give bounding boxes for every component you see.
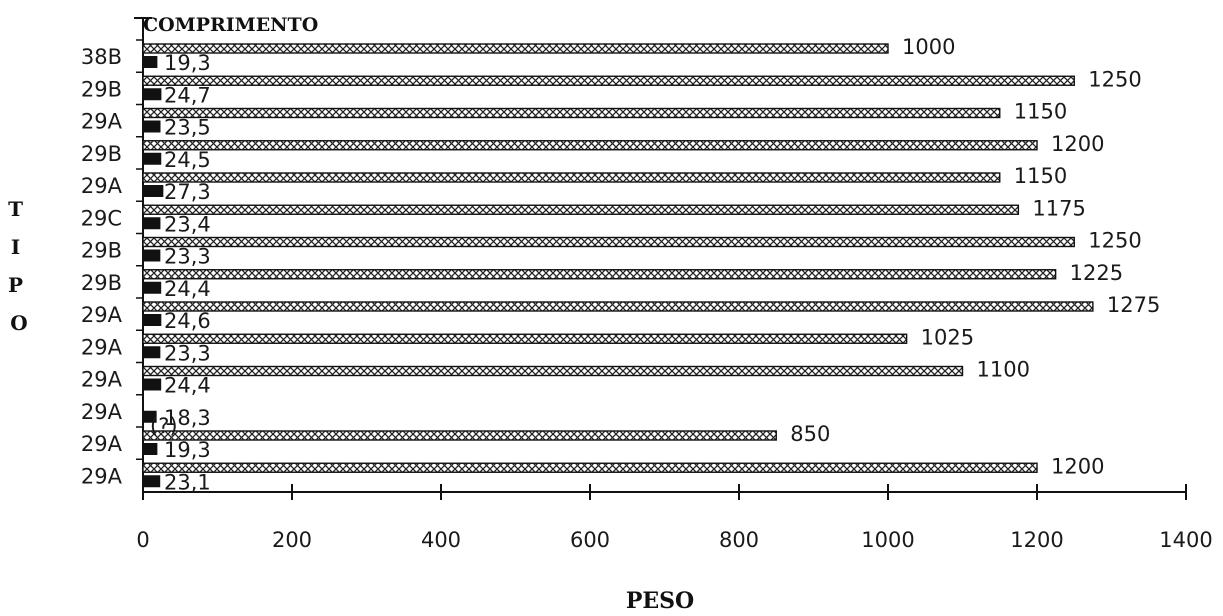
bar-series2 bbox=[143, 378, 162, 391]
axes: 0 200 400 600 800 1000 1200 1400 bbox=[134, 17, 1213, 552]
bar-series1 bbox=[142, 462, 1038, 473]
bar-series1 bbox=[142, 430, 777, 441]
x-tick-label: 600 bbox=[570, 528, 610, 552]
category-label: 29A bbox=[81, 303, 123, 327]
data-label-series1: 1000 bbox=[902, 35, 955, 59]
bar-series1 bbox=[142, 365, 964, 377]
data-label-series2: 23,4 bbox=[164, 212, 211, 236]
category-label: 29A bbox=[81, 110, 123, 134]
data-label-series2: 24,6 bbox=[164, 309, 211, 333]
data-label-series2: 23,1 bbox=[164, 470, 211, 494]
category-label: 29B bbox=[81, 271, 122, 295]
x-tick-label: 400 bbox=[421, 528, 461, 552]
data-label-series2: 23,5 bbox=[164, 116, 211, 140]
data-label-series2: 19,3 bbox=[164, 438, 211, 462]
y-axis-title-3: P bbox=[8, 273, 23, 297]
labels: 38B 29B 29A 29B 29A 29C 29B 29B 29A 29A 29A 29A 29A 2… bbox=[81, 35, 1161, 494]
bar-series2 bbox=[143, 120, 161, 133]
y-axis-title-1: T bbox=[8, 197, 23, 221]
category-label: 29A bbox=[81, 174, 123, 198]
y-axis-title: T I P O bbox=[8, 197, 30, 335]
data-label-series2: 24,7 bbox=[164, 83, 211, 107]
bar-series2 bbox=[143, 217, 161, 230]
data-label-series1: 1200 bbox=[1051, 132, 1104, 156]
data-label-series2: 24,5 bbox=[164, 148, 211, 172]
category-label: 29B bbox=[81, 239, 122, 263]
bar-series1 bbox=[142, 43, 889, 54]
data-label-series1: 1175 bbox=[1032, 196, 1085, 220]
x-axis-title: PESO bbox=[626, 588, 694, 614]
data-label-series1: 850 bbox=[790, 422, 830, 446]
bar-series1 bbox=[142, 333, 908, 344]
bar-series2 bbox=[143, 56, 158, 68]
bar-series2 bbox=[143, 346, 161, 359]
data-label-series2: 23,3 bbox=[164, 245, 211, 269]
bar-series2 bbox=[143, 314, 162, 326]
data-label-series1: 1250 bbox=[1088, 67, 1141, 91]
data-label-series2: 23,3 bbox=[164, 341, 211, 365]
data-label-series1: 1100 bbox=[977, 358, 1030, 382]
x-tick-label: 200 bbox=[272, 528, 312, 552]
category-label: 29A bbox=[81, 368, 123, 392]
data-label-series2: 27,3 bbox=[164, 180, 211, 204]
y-axis-title-2: I bbox=[11, 235, 20, 259]
bar-series1 bbox=[142, 172, 1001, 183]
bars bbox=[142, 43, 1094, 488]
x-tick-label: 800 bbox=[719, 528, 759, 552]
data-label-series2: 24,4 bbox=[164, 277, 211, 301]
y-axis-title-4: O bbox=[10, 311, 27, 335]
category-label: 29A bbox=[81, 400, 123, 424]
x-tick-label: 1400 bbox=[1159, 528, 1212, 552]
data-label-series1: 1250 bbox=[1088, 229, 1141, 253]
data-label-series1: 1025 bbox=[921, 325, 974, 349]
category-label: 29A bbox=[81, 464, 123, 488]
x-tick-label: 1200 bbox=[1010, 528, 1063, 552]
bar-series1 bbox=[142, 301, 1094, 312]
question-annotation: (?) bbox=[150, 414, 178, 438]
bar-series2 bbox=[143, 410, 157, 423]
data-label-series1: 1150 bbox=[1014, 164, 1067, 188]
category-label: 29B bbox=[81, 142, 122, 166]
category-label: 29A bbox=[81, 335, 123, 359]
data-label-series1: 1150 bbox=[1014, 100, 1067, 124]
category-label: 29C bbox=[81, 206, 122, 230]
data-label-series1: 1275 bbox=[1107, 293, 1160, 317]
x-tick-label: 1000 bbox=[861, 528, 914, 552]
bar-series2 bbox=[143, 249, 161, 262]
bar-series1 bbox=[142, 140, 1038, 151]
bar-series2 bbox=[143, 475, 161, 488]
data-label-series1: 1225 bbox=[1070, 261, 1123, 285]
category-label: 38B bbox=[81, 45, 122, 69]
data-label-series2: 18,3 bbox=[164, 406, 211, 430]
bar-series1 bbox=[142, 269, 1057, 280]
data-label-series1: 1200 bbox=[1051, 454, 1104, 478]
bar-series2 bbox=[143, 281, 162, 294]
bar-series2 bbox=[143, 152, 162, 165]
bar-series2 bbox=[143, 185, 164, 197]
bar-series2 bbox=[143, 443, 158, 455]
bar-series1 bbox=[142, 75, 1075, 86]
x-tick-label: 0 bbox=[136, 528, 149, 552]
bar-series1 bbox=[142, 107, 1001, 119]
data-label-series2: 24,4 bbox=[164, 374, 211, 398]
data-label-series2: 19,3 bbox=[164, 51, 211, 75]
series-title: COMPRIMENTO bbox=[143, 14, 318, 36]
bar-series2 bbox=[143, 88, 162, 101]
bar-series1 bbox=[142, 204, 1020, 215]
category-label: 29B bbox=[81, 77, 122, 101]
bar-series1 bbox=[142, 236, 1075, 248]
category-label: 29A bbox=[81, 432, 123, 456]
